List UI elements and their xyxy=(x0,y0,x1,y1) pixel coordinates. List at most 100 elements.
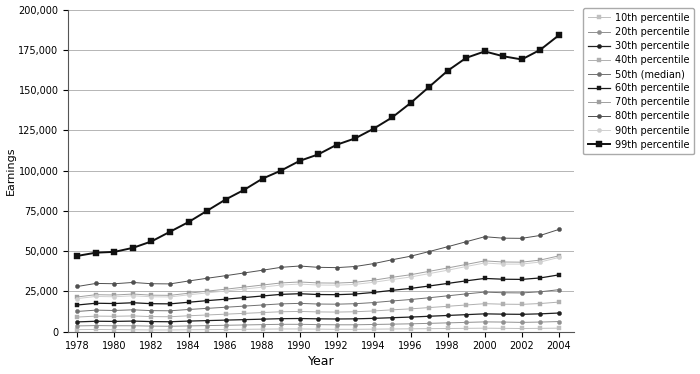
Line: 99th percentile: 99th percentile xyxy=(75,33,561,259)
70th percentile xyxy=(536,258,545,262)
70th percentile xyxy=(258,283,267,287)
40th percentile xyxy=(129,314,137,318)
10th percentile xyxy=(147,328,155,332)
60th percentile xyxy=(499,277,508,282)
70th percentile xyxy=(462,262,470,267)
90th percentile xyxy=(388,277,396,282)
10th percentile xyxy=(111,327,119,332)
99th percentile xyxy=(554,33,563,37)
70th percentile xyxy=(221,287,230,291)
30th percentile xyxy=(221,318,230,322)
50th (median) xyxy=(92,308,100,312)
40th percentile xyxy=(240,311,248,316)
30th percentile xyxy=(444,313,452,318)
20th percentile xyxy=(147,324,155,328)
99th percentile xyxy=(444,68,452,73)
80th percentile xyxy=(277,265,286,270)
10th percentile xyxy=(314,327,322,331)
99th percentile xyxy=(388,115,396,120)
99th percentile xyxy=(351,136,359,141)
50th (median) xyxy=(407,297,415,302)
60th percentile xyxy=(444,281,452,286)
40th percentile xyxy=(203,313,211,317)
Line: 20th percentile: 20th percentile xyxy=(76,319,561,328)
50th (median) xyxy=(314,302,322,306)
10th percentile xyxy=(370,327,378,331)
60th percentile xyxy=(425,284,433,288)
90th percentile xyxy=(425,272,433,276)
90th percentile xyxy=(314,283,322,287)
30th percentile xyxy=(480,312,489,316)
10th percentile xyxy=(240,327,248,331)
30th percentile xyxy=(425,314,433,319)
90th percentile xyxy=(129,294,137,298)
30th percentile xyxy=(332,317,341,321)
60th percentile xyxy=(370,290,378,295)
30th percentile xyxy=(111,319,119,324)
40th percentile xyxy=(554,300,563,304)
70th percentile xyxy=(517,260,526,264)
50th (median) xyxy=(277,301,286,306)
10th percentile xyxy=(517,326,526,331)
60th percentile xyxy=(74,303,82,307)
10th percentile xyxy=(425,327,433,331)
80th percentile xyxy=(240,271,248,275)
20th percentile xyxy=(407,322,415,326)
90th percentile xyxy=(221,289,230,293)
30th percentile xyxy=(517,312,526,316)
90th percentile xyxy=(240,287,248,291)
30th percentile xyxy=(258,317,267,321)
70th percentile xyxy=(184,291,192,295)
70th percentile xyxy=(295,280,304,284)
90th percentile xyxy=(480,261,489,265)
Line: 70th percentile: 70th percentile xyxy=(76,254,561,299)
80th percentile xyxy=(258,268,267,272)
40th percentile xyxy=(92,314,100,318)
10th percentile xyxy=(277,327,286,331)
60th percentile xyxy=(221,297,230,301)
20th percentile xyxy=(74,324,82,328)
40th percentile xyxy=(166,315,174,319)
20th percentile xyxy=(332,322,341,327)
50th (median) xyxy=(370,300,378,305)
80th percentile xyxy=(370,261,378,266)
99th percentile xyxy=(462,56,470,60)
50th (median) xyxy=(240,304,248,308)
40th percentile xyxy=(314,310,322,314)
40th percentile xyxy=(147,314,155,319)
40th percentile xyxy=(517,302,526,307)
30th percentile xyxy=(277,316,286,321)
50th (median) xyxy=(499,291,508,295)
40th percentile xyxy=(74,315,82,319)
70th percentile xyxy=(425,269,433,274)
99th percentile xyxy=(166,230,174,234)
99th percentile xyxy=(314,152,322,157)
60th percentile xyxy=(277,292,286,297)
50th (median) xyxy=(536,289,545,294)
30th percentile xyxy=(184,319,192,324)
40th percentile xyxy=(499,302,508,306)
80th percentile xyxy=(388,258,396,262)
80th percentile xyxy=(221,273,230,278)
40th percentile xyxy=(480,301,489,306)
30th percentile xyxy=(295,316,304,321)
80th percentile xyxy=(462,239,470,244)
30th percentile xyxy=(536,312,545,316)
99th percentile xyxy=(184,220,192,224)
80th percentile xyxy=(480,234,489,239)
40th percentile xyxy=(221,312,230,316)
Line: 80th percentile: 80th percentile xyxy=(76,227,561,289)
70th percentile xyxy=(166,293,174,298)
70th percentile xyxy=(240,285,248,289)
90th percentile xyxy=(203,291,211,295)
30th percentile xyxy=(240,318,248,322)
20th percentile xyxy=(370,322,378,327)
99th percentile xyxy=(517,57,526,62)
10th percentile xyxy=(295,327,304,331)
70th percentile xyxy=(129,292,137,296)
90th percentile xyxy=(277,283,286,287)
60th percentile xyxy=(240,295,248,300)
20th percentile xyxy=(388,322,396,327)
40th percentile xyxy=(184,313,192,318)
90th percentile xyxy=(258,285,267,289)
